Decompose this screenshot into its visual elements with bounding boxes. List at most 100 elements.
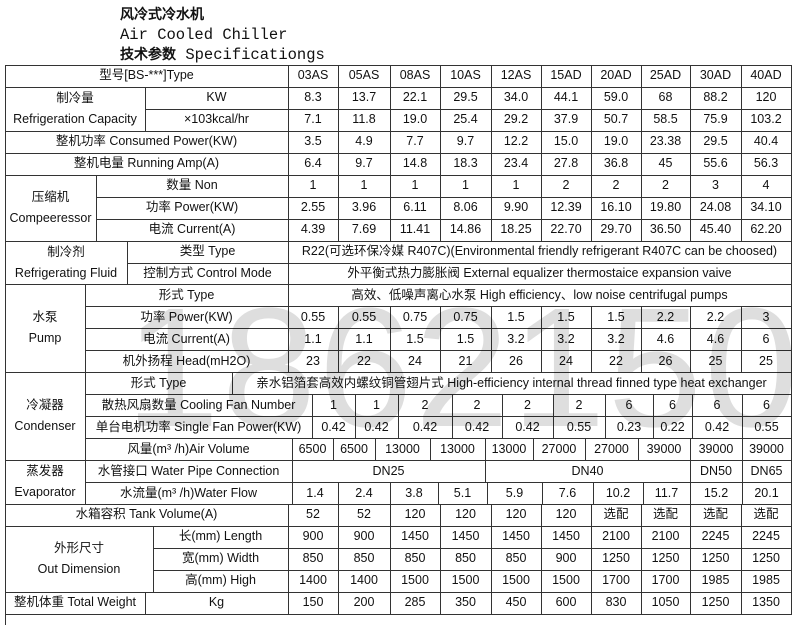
- capacity-kcal-value: 29.2: [491, 108, 542, 132]
- fluid-control-value-text: 外平衡式热力膨胀阀 External equalizer thermostaic…: [347, 266, 732, 281]
- fluid-control-label-text: 控制方式 Control Mode: [143, 266, 272, 281]
- tank-volume-value-text: 52: [357, 507, 371, 522]
- consumed-power-value-text: 3.5: [304, 134, 322, 149]
- capacity-kw-value: 8.3: [288, 86, 339, 110]
- water-flow-value: 10.2: [593, 482, 644, 505]
- width-value-text: 850: [302, 551, 324, 566]
- compressor-power-value: 8.06: [440, 196, 492, 220]
- length-value-text: 900: [353, 529, 375, 544]
- compressor-current-value-text: 36.50: [649, 222, 682, 237]
- pump-power-value-text: 0.75: [453, 309, 478, 324]
- pump-power-value-text: 0.75: [402, 309, 428, 324]
- pump-power-value-text: 3: [762, 309, 770, 324]
- compressor-current-value-text: 11.41: [399, 222, 431, 237]
- air-volume-value-text: 13000: [385, 441, 420, 456]
- capacity-kcal-value: 19.0: [390, 108, 441, 132]
- weight-unit-text: Kg: [208, 595, 225, 610]
- total-weight-label-text: 整机体重 Total Weight: [13, 595, 137, 610]
- pump-head-value-text: 24: [559, 353, 573, 368]
- pipe-connection-value-text: DN25: [372, 463, 405, 478]
- compressor-power-value-text: 34.10: [750, 200, 782, 215]
- width-value: 1250: [641, 547, 691, 571]
- compressor-current-value-text: 62.20: [750, 222, 782, 237]
- running-amp-value-text: 55.6: [703, 156, 728, 171]
- capacity-kcal-value: 50.7: [591, 108, 642, 132]
- capacity-kw-value: 44.1: [541, 86, 592, 110]
- fan-power-value-text: 0.42: [464, 419, 490, 434]
- width-value-text: 1250: [752, 551, 780, 566]
- compressor-current-value: 36.50: [641, 218, 691, 242]
- pump-current-value-text: 3.2: [507, 331, 525, 346]
- running-amp-value-text: 27.8: [553, 156, 579, 171]
- fan-number-value: 2: [502, 394, 554, 418]
- pump-group-label: 水泵 Pump: [5, 284, 86, 374]
- high-value-text: 1500: [401, 573, 429, 588]
- consumed-power-value-text: 9.7: [456, 134, 475, 149]
- capacity-kw-value-text: 44.1: [553, 90, 579, 105]
- capacity-kw-label-text: KW: [206, 90, 227, 105]
- width-value-text: 850: [404, 551, 426, 566]
- capacity-kw-value: 68: [641, 86, 691, 110]
- pump-current-value-text: 4.6: [656, 331, 675, 346]
- length-value: 2100: [641, 525, 691, 549]
- compressor-current-value: 18.25: [491, 218, 542, 242]
- high-value: 1985: [690, 569, 742, 593]
- fan-power-value-text: 0.55: [754, 419, 779, 434]
- air-volume-value: 27000: [533, 438, 586, 462]
- compressor-num-value-text: 2: [562, 178, 570, 193]
- length-value-text: 1450: [401, 529, 429, 544]
- total-weight-value: 200: [338, 591, 391, 615]
- pump-power-value-text: 2.2: [706, 309, 725, 324]
- pipe-connection-value: DN50: [690, 460, 743, 484]
- compressor-current-value: 62.20: [741, 218, 792, 242]
- running-amp-value: 6.4: [288, 152, 339, 176]
- width-value-text: 850: [353, 551, 375, 566]
- consumed-power-value: 9.7: [440, 130, 492, 154]
- high-value-text: 1700: [602, 573, 630, 588]
- width-label: 宽(mm) Width: [153, 547, 289, 571]
- pump-current-value-text: 3.2: [607, 331, 625, 346]
- pump-current-value: 4.6: [690, 328, 742, 352]
- air-volume-value-text: 6500: [298, 441, 327, 456]
- compressor-num-value: 2: [591, 174, 642, 198]
- fan-power-value: 0.22: [653, 416, 693, 440]
- model-header-text: 05AS: [348, 68, 380, 83]
- compressor-current-value-text: 18.25: [500, 222, 532, 237]
- fan-number-value-text: 2: [524, 397, 531, 412]
- fan-power-value: 0.42: [398, 416, 453, 440]
- running-amp-value-text: 6.4: [304, 156, 322, 171]
- total-weight-value: 1350: [741, 591, 792, 615]
- fan-power-value: 0.55: [553, 416, 606, 440]
- fan-power-label: 单台电机功率 Single Fan Power(KW): [85, 416, 313, 440]
- fan-number-value-text: 1: [330, 397, 337, 412]
- fluid-type-label-text: 类型 Type: [179, 244, 236, 259]
- pump-type-label: 形式 Type: [85, 284, 289, 308]
- fluid-group-label-text: Refrigerating Fluid: [14, 265, 118, 280]
- pump-head-label: 机外扬程 Head(mH2O): [85, 350, 289, 374]
- total-weight-value: 830: [591, 591, 642, 615]
- pump-power-value-text: 0.55: [300, 309, 326, 324]
- fan-number-value-text: 1: [373, 397, 380, 412]
- width-value: 900: [541, 547, 592, 571]
- length-value-text: 2245: [752, 529, 780, 544]
- water-flow-value: 1.4: [292, 482, 339, 505]
- total-weight-value: 150: [288, 591, 339, 615]
- capacity-kw-value: 120: [741, 86, 792, 110]
- length-value: 1450: [541, 525, 592, 549]
- total-weight-value-text: 1250: [701, 595, 730, 610]
- compressor-power-value: 16.10: [591, 196, 642, 220]
- tank-volume-value: 120: [440, 504, 492, 527]
- pump-head-value: 26: [491, 350, 542, 374]
- width-value-text: 850: [505, 551, 527, 566]
- pump-current-value: 1.1: [338, 328, 391, 352]
- compressor-current-value-text: 45.40: [699, 222, 732, 237]
- running-amp-value-text: 45: [658, 156, 673, 171]
- pump-current-value-text: 1.5: [456, 331, 475, 346]
- total-weight-value-text: 1050: [651, 595, 680, 610]
- pipe-connection-label: 水管接口 Water Pipe Connection: [85, 460, 293, 484]
- total-weight-value-text: 600: [555, 595, 577, 610]
- high-value-text: 1500: [502, 573, 530, 588]
- length-value: 1450: [491, 525, 542, 549]
- high-label-text: 高(mm) High: [185, 573, 256, 588]
- pump-type-value-text: 高效、低噪声离心水泵 High efficiency、low noise cen…: [351, 287, 728, 302]
